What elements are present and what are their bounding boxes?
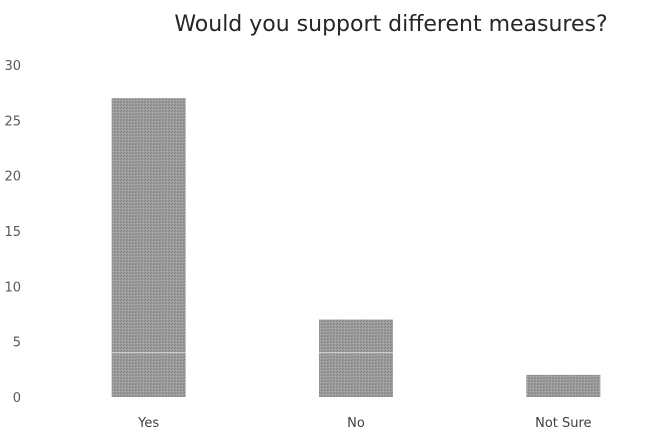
x-tick-label: No	[347, 416, 365, 431]
y-tick-label: 25	[4, 114, 21, 129]
y-tick-label: 10	[4, 280, 21, 295]
y-axis-ticks: 0 5 10 15 20 25 30	[4, 59, 21, 406]
bar-not-sure	[526, 374, 601, 397]
y-tick-label: 20	[4, 170, 21, 185]
bars	[111, 98, 601, 397]
y-tick-label: 0	[13, 391, 21, 406]
chart-title: Would you support different measures?	[174, 12, 607, 37]
bar-yes	[111, 98, 186, 397]
x-tick-label: Not Sure	[535, 416, 591, 431]
bar-no	[319, 319, 393, 397]
y-tick-label: 5	[13, 336, 21, 351]
y-tick-label: 15	[4, 225, 21, 240]
x-tick-label: Yes	[137, 416, 159, 431]
x-axis-ticks: Yes No Not Sure	[137, 416, 591, 431]
y-tick-label: 30	[4, 59, 21, 74]
